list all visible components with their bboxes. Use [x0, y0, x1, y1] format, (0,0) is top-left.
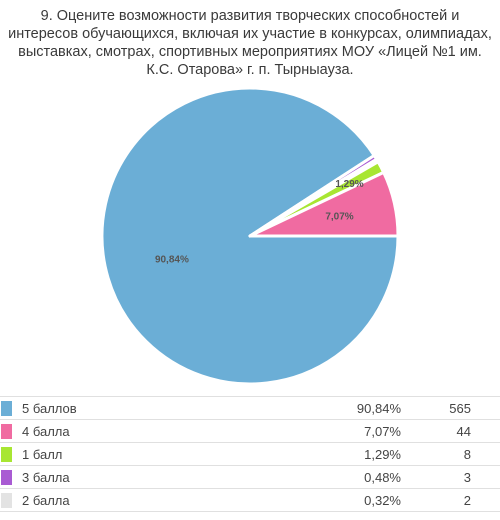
pie-slice-label-1: 7,07% — [325, 211, 353, 222]
legend-label: 2 балла — [20, 488, 281, 512]
legend-count: 2 — [401, 488, 500, 512]
legend-row: 3 балла 0,48% 3 — [0, 465, 500, 489]
pie-slice-label-2: 1,29% — [335, 179, 363, 190]
legend-percent: 7,07% — [281, 419, 401, 443]
legend-swatch-cell — [0, 396, 20, 420]
legend-percent: 1,29% — [281, 442, 401, 466]
legend-table: 5 баллов 90,84% 565 4 балла 7,07% 44 1 балл 1,2… — [0, 396, 500, 512]
legend-swatch — [1, 423, 12, 439]
legend-row: 5 баллов 90,84% 565 — [0, 396, 500, 420]
pie-slice-1 — [248, 170, 400, 238]
legend-swatch — [1, 400, 12, 416]
pie-slice-label-0: 90,84% — [155, 255, 189, 266]
legend-label: 3 балла — [20, 465, 281, 489]
legend-swatch — [1, 446, 12, 462]
legend-count: 3 — [401, 465, 500, 489]
legend-swatch — [1, 469, 12, 485]
legend-percent: 90,84% — [281, 396, 401, 420]
pie-chart: 90,84% 1,29% 7,07% — [100, 86, 400, 386]
chart-title: 9. Оцените возможности развития творческ… — [8, 8, 492, 78]
legend-label: 1 балл — [20, 442, 281, 466]
legend-count: 44 — [401, 419, 500, 443]
legend-count: 565 — [401, 396, 500, 420]
legend-row: 1 балл 1,29% 8 — [0, 442, 500, 466]
legend-label: 4 балла — [20, 419, 281, 443]
pie-slice-labels: 90,84% 1,29% 7,07% — [155, 179, 364, 266]
legend-swatch-cell — [0, 465, 20, 489]
legend-row: 4 балла 7,07% 44 — [0, 419, 500, 443]
legend-label: 5 баллов — [20, 396, 281, 420]
legend-swatch-cell — [0, 419, 20, 443]
legend-swatch — [1, 492, 12, 508]
legend-count: 8 — [401, 442, 500, 466]
legend-row: 2 балла 0,32% 2 — [0, 488, 500, 512]
legend-percent: 0,32% — [281, 488, 401, 512]
pie-slices — [100, 86, 400, 386]
legend-swatch-cell — [0, 488, 20, 512]
legend-swatch-cell — [0, 442, 20, 466]
legend-percent: 0,48% — [281, 465, 401, 489]
